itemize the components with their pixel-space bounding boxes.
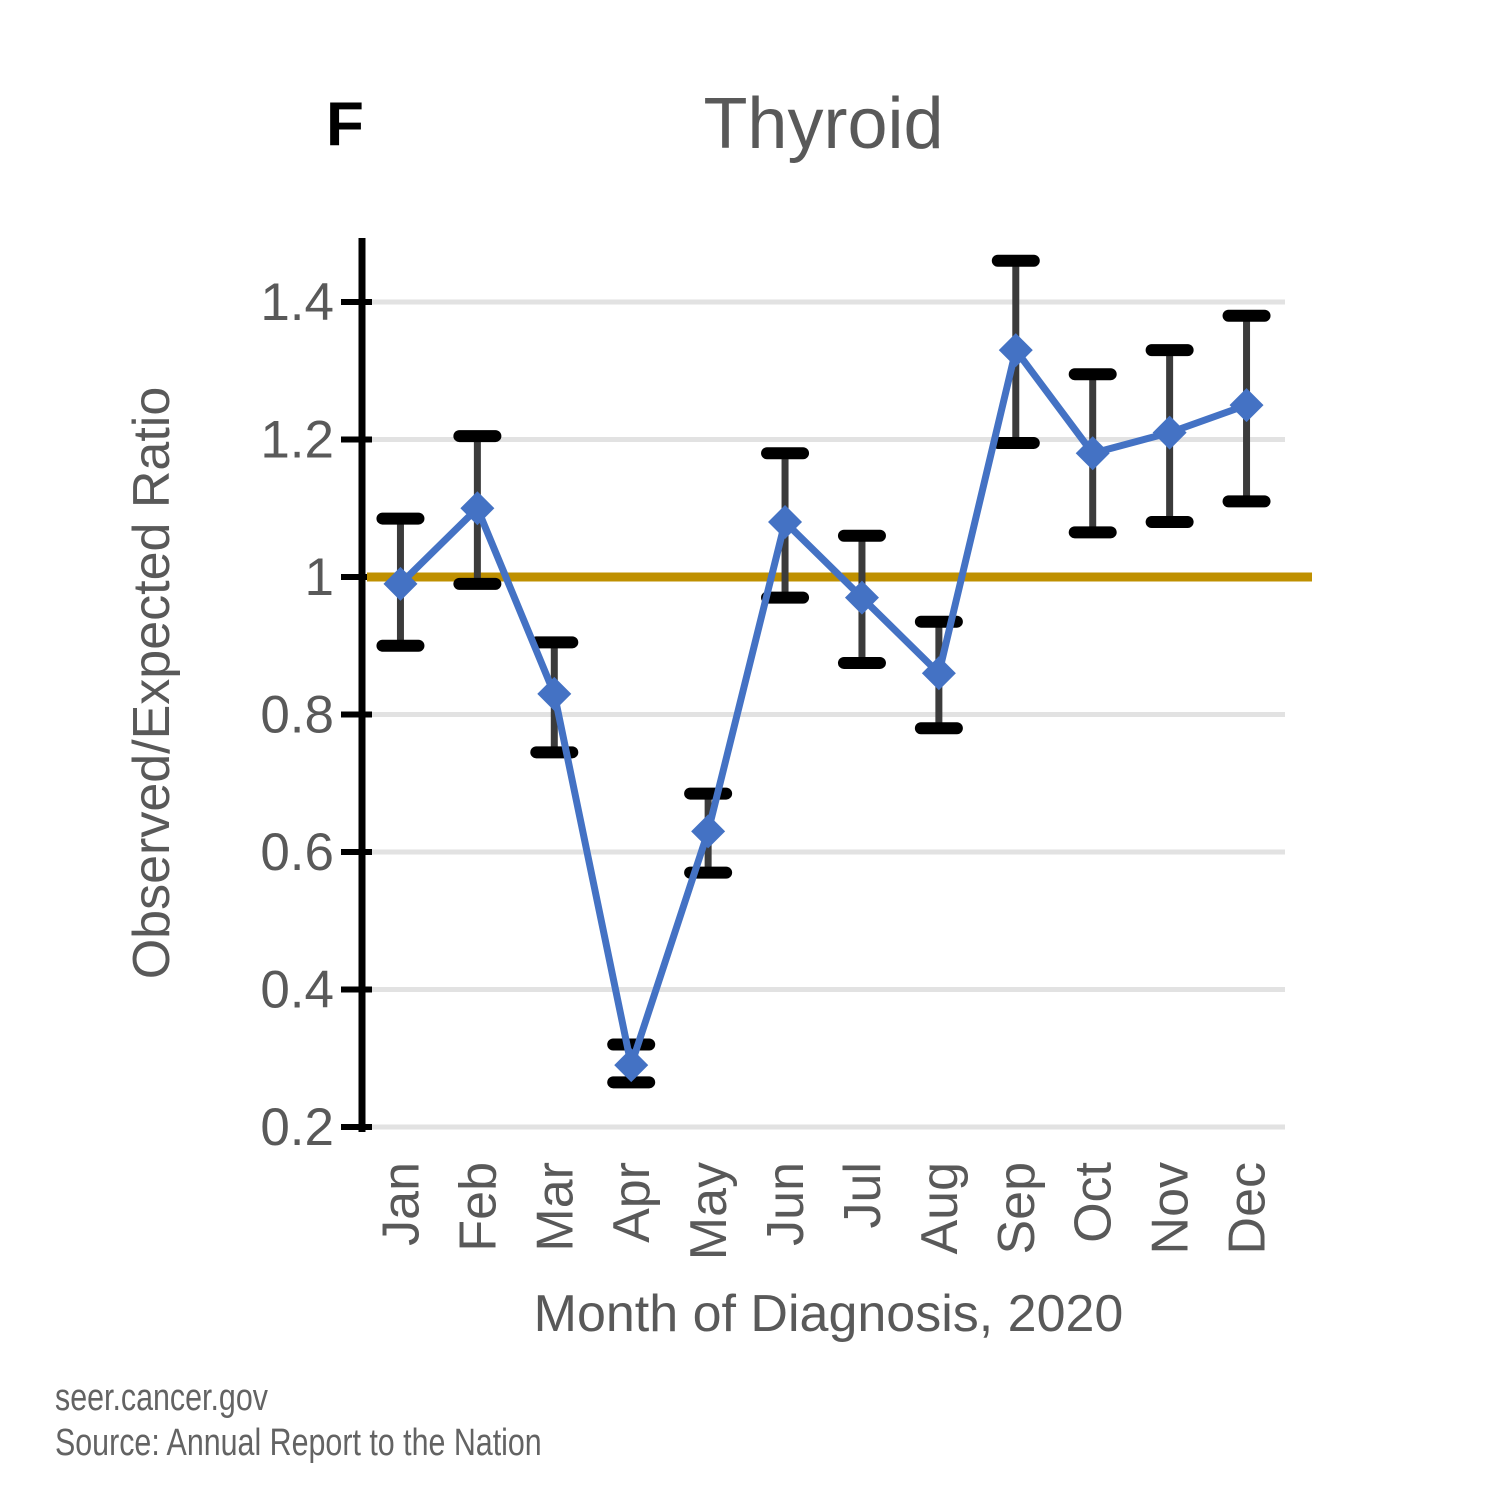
error-bar-cap-bottom bbox=[837, 656, 886, 669]
footer-source: Source: Annual Report to the Nation bbox=[55, 1421, 542, 1464]
error-bar-cap-bottom bbox=[530, 746, 579, 759]
panel-letter-label: F bbox=[326, 90, 364, 159]
x-tick-label: Jul bbox=[834, 1162, 892, 1228]
error-bar-cap-bottom bbox=[761, 591, 810, 604]
x-axis-title: Month of Diagnosis, 2020 bbox=[533, 1285, 1124, 1343]
error-bar-cap-top bbox=[376, 512, 425, 525]
error-bar-cap-top bbox=[453, 430, 502, 443]
x-tick-label: Aug bbox=[911, 1162, 969, 1255]
source-footer: seer.cancer.gov Source: Annual Report to… bbox=[55, 1376, 542, 1466]
data-point-marker bbox=[1152, 415, 1187, 450]
y-tick-label: 1.4 bbox=[260, 273, 334, 332]
data-point-marker bbox=[844, 580, 879, 615]
y-tick-label: 0.4 bbox=[260, 961, 334, 1020]
x-tick-label: May bbox=[680, 1162, 738, 1260]
data-point-marker bbox=[1229, 388, 1264, 423]
y-tick-label: 0.8 bbox=[260, 686, 334, 745]
x-tick-label: Sep bbox=[988, 1162, 1046, 1255]
y-tick-label: 1.2 bbox=[260, 411, 334, 470]
error-bar-cap-top bbox=[991, 254, 1040, 267]
data-point-marker bbox=[768, 505, 803, 539]
y-tick-label: 0.2 bbox=[260, 1098, 334, 1157]
error-bar-cap-top bbox=[1145, 344, 1194, 357]
data-point-marker bbox=[383, 566, 418, 601]
data-point-marker bbox=[998, 333, 1033, 368]
footer-url: seer.cancer.gov bbox=[55, 1377, 268, 1419]
error-bar-cap-top bbox=[1222, 309, 1271, 322]
series-line bbox=[398, 346, 1248, 1069]
data-point-marker bbox=[921, 656, 956, 691]
x-tick-label: Jan bbox=[372, 1162, 430, 1246]
data-point-marker bbox=[460, 491, 495, 526]
x-tick-label: Apr bbox=[603, 1162, 661, 1243]
error-bar-cap-top bbox=[837, 529, 886, 542]
data-point-marker bbox=[1075, 436, 1110, 471]
data-point-marker bbox=[691, 814, 726, 849]
error-bar-cap-bottom bbox=[607, 1076, 656, 1089]
error-bar-cap-top bbox=[530, 636, 579, 649]
error-bar-cap-bottom bbox=[991, 436, 1040, 449]
error-bar-cap-top bbox=[1068, 368, 1117, 381]
error-bar-cap-bottom bbox=[453, 577, 502, 590]
error-bar-cap-bottom bbox=[1145, 516, 1194, 528]
error-bar-cap-top bbox=[761, 447, 810, 460]
x-tick-label: Feb bbox=[449, 1162, 507, 1252]
x-tick-label: Mar bbox=[526, 1162, 584, 1252]
y-tick-label: 0.6 bbox=[260, 823, 334, 882]
x-tick-label: Dec bbox=[1219, 1162, 1277, 1254]
x-tick-label: Jun bbox=[757, 1162, 815, 1246]
error-bar-cap-bottom bbox=[914, 722, 963, 735]
chart-title: Thyroid bbox=[703, 84, 944, 164]
error-bar-cap-bottom bbox=[376, 639, 425, 652]
x-tick-label: Oct bbox=[1065, 1161, 1123, 1242]
error-bar-cap-bottom bbox=[1068, 526, 1117, 539]
data-point-marker bbox=[614, 1048, 649, 1083]
x-tick-label: Nov bbox=[1142, 1162, 1200, 1254]
y-tick-label: 1 bbox=[305, 548, 334, 607]
error-bar-cap-top bbox=[607, 1038, 656, 1051]
error-bar-cap-bottom bbox=[1222, 495, 1271, 508]
data-point-marker bbox=[537, 676, 572, 711]
error-bar-cap-top bbox=[684, 787, 733, 800]
